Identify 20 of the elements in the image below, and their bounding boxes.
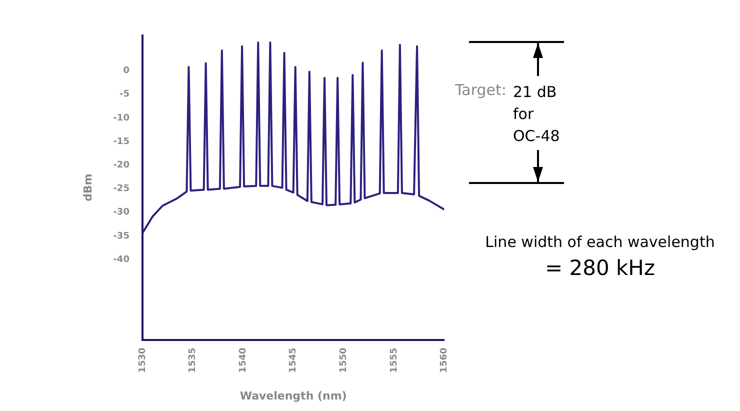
y-tick-label: -15 bbox=[113, 136, 130, 147]
x-tick-label: 1535 bbox=[188, 348, 198, 373]
y-tick-label: -40 bbox=[113, 254, 130, 265]
y-tick-label: -35 bbox=[113, 231, 130, 242]
y-tick-label: -10 bbox=[113, 113, 130, 124]
text: = 280 kHz bbox=[544, 256, 656, 280]
y-axis-title: dBm bbox=[81, 174, 94, 202]
y-tick-label: -5 bbox=[119, 90, 130, 100]
x-tick-label: 1560 bbox=[440, 348, 450, 373]
x-tick-label: 1545 bbox=[288, 348, 299, 373]
x-axis-title: Wavelength (nm) bbox=[240, 389, 347, 402]
y-tick-label: 0 bbox=[123, 66, 130, 76]
x-tick-label: 1550 bbox=[338, 348, 349, 373]
y-tick-label: -20 bbox=[113, 160, 130, 171]
y-tick-label: -25 bbox=[113, 184, 130, 194]
y-tick-label: -30 bbox=[113, 208, 130, 218]
text: Line width of each wavelength bbox=[484, 233, 716, 251]
x-tick-label: 1555 bbox=[389, 348, 400, 373]
x-tick-label: 1530 bbox=[138, 348, 148, 373]
x-tick-label: 1540 bbox=[238, 348, 248, 373]
